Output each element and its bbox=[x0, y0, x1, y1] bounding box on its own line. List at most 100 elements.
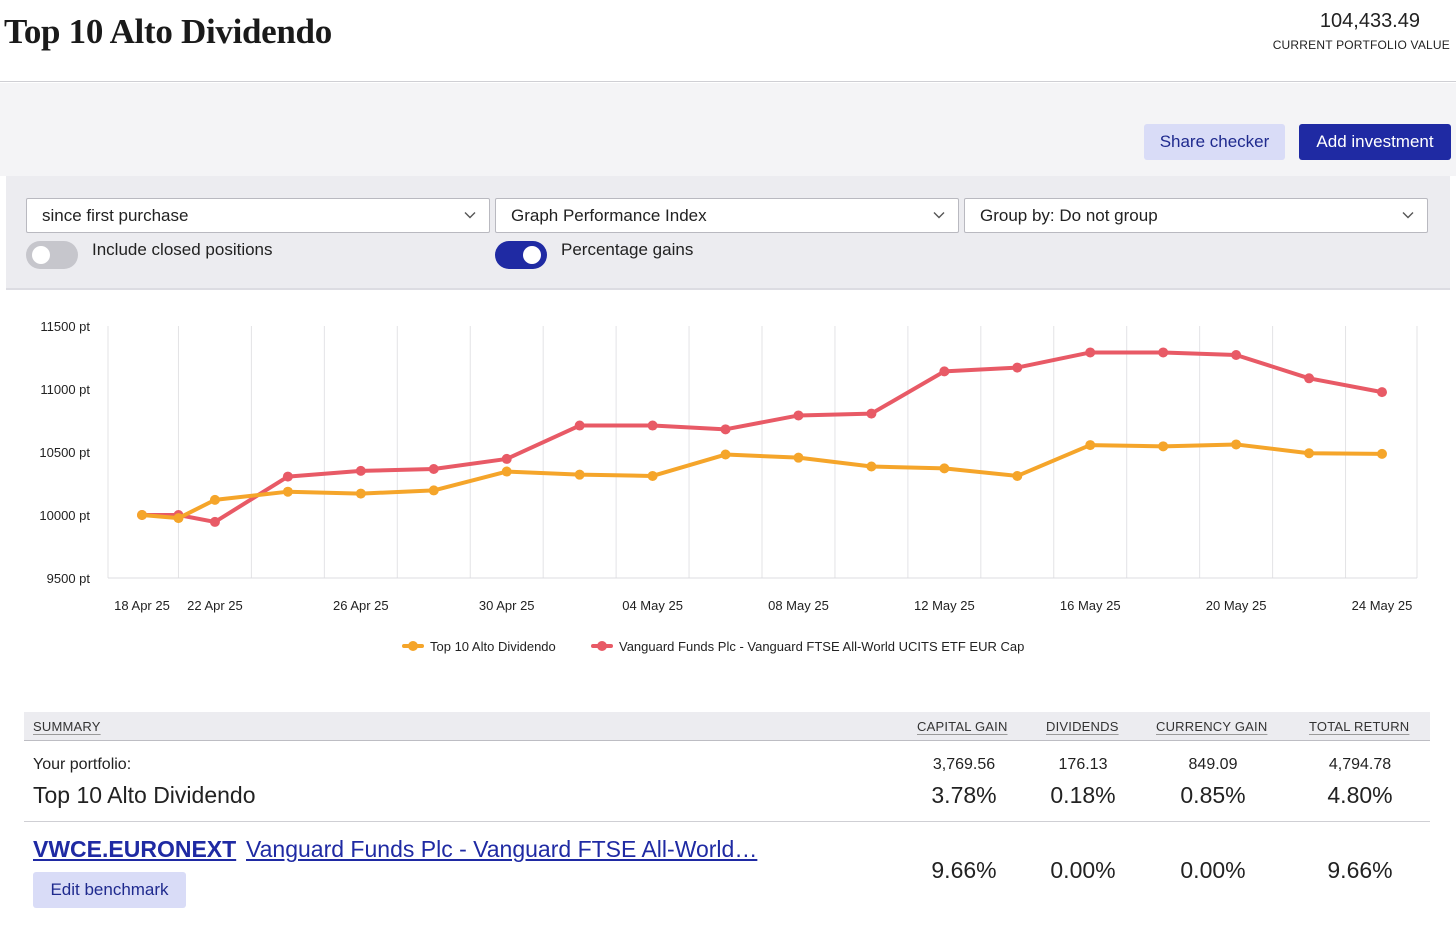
data-point bbox=[501, 466, 512, 477]
add-investment-button[interactable]: Add investment bbox=[1299, 124, 1451, 160]
x-tick-label: 18 Apr 25 bbox=[114, 598, 170, 613]
benchmark-name-link[interactable]: Vanguard Funds Plc - Vanguard FTSE All-W… bbox=[246, 836, 758, 862]
x-tick-label: 04 May 25 bbox=[622, 598, 683, 613]
data-point bbox=[866, 408, 877, 419]
benchmark-ticker-link[interactable]: VWCE.EURONEXT bbox=[33, 836, 237, 862]
period-select-value: since first purchase bbox=[42, 205, 189, 225]
data-point bbox=[173, 513, 184, 524]
graph-type-select[interactable]: Graph Performance Index bbox=[495, 198, 959, 233]
include-closed-label: Include closed positions bbox=[92, 240, 273, 259]
portfolio-name: Top 10 Alto Dividendo bbox=[33, 782, 256, 808]
data-point bbox=[720, 424, 731, 435]
y-tick-label: 11000 pt bbox=[40, 382, 90, 397]
chevron-down-icon bbox=[1402, 212, 1414, 219]
portfolio-value: 104,433.49 bbox=[1319, 10, 1420, 32]
data-point bbox=[1085, 347, 1096, 358]
data-point bbox=[1377, 448, 1387, 459]
total-return-header[interactable]: TOTAL RETURN bbox=[1309, 719, 1410, 734]
data-point bbox=[209, 494, 220, 505]
chart-grid bbox=[107, 326, 1418, 579]
data-point bbox=[574, 469, 585, 480]
data-point bbox=[282, 471, 293, 482]
percentage-gains-toggle[interactable] bbox=[495, 241, 547, 269]
currency-gain-header[interactable]: CURRENCY GAIN bbox=[1156, 719, 1268, 734]
summary-header[interactable]: SUMMARY bbox=[33, 719, 101, 734]
data-point bbox=[574, 420, 585, 431]
data-point bbox=[1085, 440, 1096, 451]
x-tick-label: 12 May 25 bbox=[914, 598, 975, 613]
data-point bbox=[282, 486, 293, 497]
x-tick-label: 24 May 25 bbox=[1352, 598, 1413, 613]
summary-header-row: SUMMARY CAPITAL GAIN DIVIDENDS CURRENCY … bbox=[24, 712, 1430, 741]
page-header: Top 10 Alto Dividendo 104,433.49 CURRENT… bbox=[0, 0, 1456, 82]
benchmark-capital-gain-pct: 9.66% bbox=[931, 857, 997, 883]
y-tick-label: 10500 pt bbox=[39, 445, 90, 460]
data-point bbox=[866, 461, 877, 472]
x-tick-label: 26 Apr 25 bbox=[333, 598, 389, 613]
dividends-header[interactable]: DIVIDENDS bbox=[1046, 719, 1119, 734]
data-point bbox=[501, 453, 512, 464]
data-point bbox=[1012, 362, 1023, 373]
data-point bbox=[1231, 349, 1242, 360]
toggle-knob bbox=[523, 246, 541, 264]
data-point bbox=[720, 449, 731, 460]
x-tick-label: 22 Apr 25 bbox=[187, 598, 243, 613]
benchmark-currency-gain-pct: 0.00% bbox=[1180, 857, 1246, 883]
group-by-select-value: Group by: Do not group bbox=[980, 205, 1158, 225]
data-point bbox=[647, 470, 658, 481]
data-point bbox=[1158, 347, 1169, 358]
data-point bbox=[1304, 448, 1315, 459]
data-point bbox=[939, 366, 950, 377]
x-tick-label: 30 Apr 25 bbox=[479, 598, 535, 613]
performance-chart-svg: 9500 pt 10000 pt 10500 pt 11000 pt 11500 pt 1… bbox=[39, 319, 1418, 654]
include-closed-toggle[interactable] bbox=[26, 241, 78, 269]
performance-chart: 9500 pt 10000 pt 10500 pt 11000 pt 11500 pt 1… bbox=[0, 292, 1456, 682]
portfolio-capital-gain-pct: 3.78% bbox=[931, 782, 997, 808]
data-point bbox=[137, 510, 147, 520]
portfolio-label: Your portfolio: bbox=[33, 756, 132, 773]
edit-benchmark-button[interactable]: Edit benchmark bbox=[33, 872, 186, 908]
legend-marker bbox=[597, 641, 607, 651]
portfolio-currency-gain-pct: 0.85% bbox=[1180, 782, 1246, 808]
portfolio-capital-gain-amount: 3,769.56 bbox=[932, 756, 996, 773]
data-point bbox=[1304, 373, 1315, 384]
graph-type-select-value: Graph Performance Index bbox=[511, 205, 707, 225]
legend-marker bbox=[408, 641, 418, 651]
y-tick-label: 10000 pt bbox=[39, 508, 90, 523]
data-point bbox=[793, 452, 804, 463]
data-point bbox=[355, 465, 366, 476]
benchmark-dividends-pct: 0.00% bbox=[1050, 857, 1116, 883]
share-checker-button[interactable]: Share checker bbox=[1144, 124, 1285, 160]
portfolio-total-return-amount: 4,794.78 bbox=[1328, 756, 1392, 773]
data-point bbox=[1377, 387, 1387, 398]
legend-label: Vanguard Funds Plc - Vanguard FTSE All-W… bbox=[619, 639, 1024, 654]
portfolio-dividends-pct: 0.18% bbox=[1050, 782, 1116, 808]
data-point bbox=[428, 464, 439, 475]
data-point bbox=[939, 463, 950, 474]
legend-label: Top 10 Alto Dividendo bbox=[430, 639, 556, 654]
portfolio-currency-gain-amount: 849.09 bbox=[1188, 756, 1238, 773]
chevron-down-icon bbox=[464, 212, 476, 219]
capital-gain-header[interactable]: CAPITAL GAIN bbox=[917, 719, 1008, 734]
y-tick-label: 11500 pt bbox=[40, 319, 90, 334]
chevron-down-icon bbox=[933, 212, 945, 219]
data-point bbox=[209, 516, 220, 527]
x-tick-label: 08 May 25 bbox=[768, 598, 829, 613]
data-point bbox=[647, 420, 658, 431]
row-divider bbox=[24, 821, 1430, 822]
page-title: Top 10 Alto Dividendo bbox=[4, 12, 332, 51]
portfolio-value-label: CURRENT PORTFOLIO VALUE bbox=[1272, 38, 1450, 52]
portfolio-total-return-pct: 4.80% bbox=[1327, 782, 1393, 808]
data-point bbox=[355, 488, 366, 499]
benchmark-total-return-pct: 9.66% bbox=[1327, 857, 1393, 883]
portfolio-dividends-amount: 176.13 bbox=[1058, 756, 1108, 773]
series-1 bbox=[137, 439, 1387, 524]
graph-controls: since first purchase Graph Performance I… bbox=[6, 176, 1450, 290]
period-select[interactable]: since first purchase bbox=[26, 198, 490, 233]
group-by-select[interactable]: Group by: Do not group bbox=[964, 198, 1428, 233]
x-tick-label: 20 May 25 bbox=[1206, 598, 1267, 613]
percentage-gains-label: Percentage gains bbox=[561, 240, 694, 259]
y-tick-label: 9500 pt bbox=[47, 571, 91, 586]
data-point bbox=[1158, 441, 1169, 452]
x-tick-label: 16 May 25 bbox=[1060, 598, 1121, 613]
